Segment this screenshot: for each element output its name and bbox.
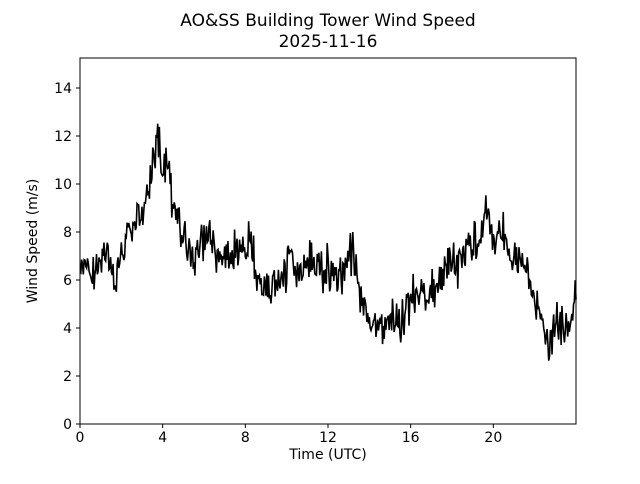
y-tick-label: 10	[54, 177, 72, 193]
y-tick-label: 4	[63, 321, 72, 337]
x-tick-label: 20	[484, 430, 502, 446]
y-tick-label: 12	[54, 129, 72, 145]
wind-speed-line	[79, 123, 577, 361]
y-tick-label: 6	[63, 273, 72, 289]
x-tick-label: 8	[241, 430, 250, 446]
plot-area	[79, 57, 577, 425]
x-tick-label: 12	[319, 430, 337, 446]
y-tick-label: 14	[54, 81, 72, 97]
x-tick-label: 0	[76, 430, 85, 446]
y-tick-label: 2	[63, 369, 72, 385]
y-tick-label: 8	[63, 225, 72, 241]
chart-title: AO&SS Building Tower Wind Speed	[180, 11, 475, 31]
ticks-layer: 0 4 8 12 16 20 0 2 4 6 8 10 12 14	[54, 81, 502, 446]
x-axis-label: Time (UTC)	[288, 447, 366, 463]
y-tick-label: 0	[63, 417, 72, 433]
x-tick-label: 4	[158, 430, 167, 446]
y-axis-label: Wind Speed (m/s)	[25, 179, 41, 304]
chart-subtitle: 2025-11-16	[279, 32, 378, 52]
x-tick-label: 16	[402, 430, 420, 446]
